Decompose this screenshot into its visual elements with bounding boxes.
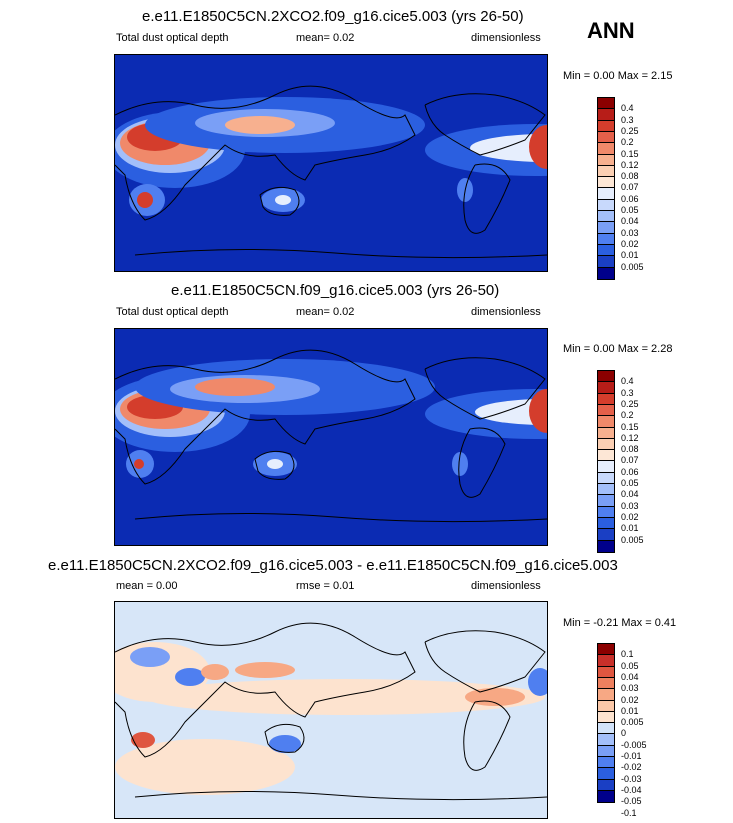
colorbar-label: -0.1 [621,807,637,818]
colorbar-label: 0.005 [621,261,644,272]
coastlines [115,622,547,801]
colorbar-label: 0.2 [621,410,634,421]
australia-core [267,459,283,469]
colorbar-label: 0.2 [621,137,634,148]
atlantic-plume-mid [470,134,547,162]
colorbar-label: -0.03 [621,773,642,784]
colorbar-label: 0.07 [621,455,639,466]
season-label: ANN [587,18,635,43]
colorbar-label: 0.06 [621,466,639,477]
colorbar-label: 0 [621,728,627,739]
colorbar-label: 0.15 [621,421,639,432]
coastlines [115,349,547,523]
nafrica-neg2 [175,668,205,686]
panel1-map-svg [115,55,547,271]
panel2-map-svg [115,329,547,545]
panel1-mean: mean= 0.02 [296,32,355,44]
arabia-pos [201,664,229,680]
colorbar-label: 0.07 [621,182,639,193]
colorbar-label: -0.04 [621,784,642,795]
colorbar-label: 0.01 [621,523,639,534]
colorbar-label: 0.05 [621,478,639,488]
panel3-units: dimensionless [471,580,541,592]
panel3-title: e.e11.E1850C5CN.2XCO2.f09_g16.cice5.003 … [48,557,618,574]
colorbar-swatch [597,266,615,280]
panel2-variable: Total dust optical depth [116,306,229,318]
safrica-core [137,192,153,208]
panel3-minmax: Min = -0.21 Max = 0.41 [563,617,677,629]
atlantic-neg [528,668,547,696]
nafrica-neg1 [130,647,170,667]
australia-core [275,195,291,205]
colorbar-swatch [597,539,615,553]
colorbar-label: 0.12 [621,159,639,170]
colorbar-label: 0.3 [621,114,634,125]
panel2-title: e.e11.E1850C5CN.f09_g16.cice5.003 (yrs 2… [171,282,500,299]
colorbar-label: 0.02 [621,238,639,249]
panel1-title: e.e11.E1850C5CN.2XCO2.f09_g16.cice5.003 … [142,8,524,25]
colorbar-label: 0.08 [621,171,639,182]
panel2-mean: mean= 0.02 [296,306,355,318]
asia-pos [235,662,295,678]
safrica-core [134,459,144,469]
colorbar-label: 0.03 [621,683,639,694]
atlantic-plume-core [529,125,547,169]
colorbar-label: 0.4 [621,376,634,387]
colorbar-swatch [597,789,615,804]
colorbar-label: 0.25 [621,125,639,136]
panel1-variable: Total dust optical depth [116,32,229,44]
colorbar-label: 0.04 [621,216,639,227]
colorbar-label: 0.05 [621,660,639,671]
colorbar-label: 0.01 [621,250,639,261]
colorbar-label: 0.02 [621,511,639,522]
colorbar-label: 0.12 [621,432,639,443]
colorbar-label: 0.01 [621,705,639,716]
south-band [115,739,295,795]
colorbar-label: 0.05 [621,205,639,215]
panel1-units: dimensionless [471,32,541,44]
colorbar-label: -0.05 [621,796,642,807]
panel3-mean: mean = 0.00 [116,580,178,592]
panel3-rmse: rmse = 0.01 [296,580,355,592]
colorbar-label: 0.3 [621,387,634,398]
samerica-dust [452,452,468,476]
panel1-minmax: Min = 0.00 Max = 2.15 [563,70,673,82]
asia-dust-high [225,116,295,134]
asia-dust-high [195,378,275,396]
colorbar-label: 0.04 [621,489,639,500]
colorbar-label: 0.02 [621,694,639,705]
colorbar-label: 0.04 [621,671,639,682]
panel2-map [114,328,548,546]
colorbar-label: 0.4 [621,103,634,114]
atlantic-plume-core [529,389,547,433]
colorbar-label: 0.005 [621,717,644,728]
panel2-units: dimensionless [471,306,541,318]
colorbar-label: 0.15 [621,148,639,159]
colorbar-label: 0.03 [621,500,639,511]
colorbar-label: 0.08 [621,444,639,455]
panel1-map [114,54,548,272]
atlantic-plume-mid [475,399,547,425]
colorbar-label: -0.01 [621,751,642,761]
panel3-map-svg [115,602,547,818]
colorbar-label: 0.005 [621,534,644,545]
colorbar-label: 0.1 [621,649,634,660]
tropical-band [145,679,545,715]
colorbar-label: 0.25 [621,398,639,409]
colorbar-label: 0.06 [621,193,639,204]
colorbar-label: -0.02 [621,762,642,773]
colorbar-label: -0.005 [621,739,647,750]
colorbar-label: 0.03 [621,227,639,238]
australia-neg [269,735,301,753]
safrica-pos [131,732,155,748]
panel3-map [114,601,548,819]
coastlines [115,85,547,259]
panel2-minmax: Min = 0.00 Max = 2.28 [563,343,673,355]
